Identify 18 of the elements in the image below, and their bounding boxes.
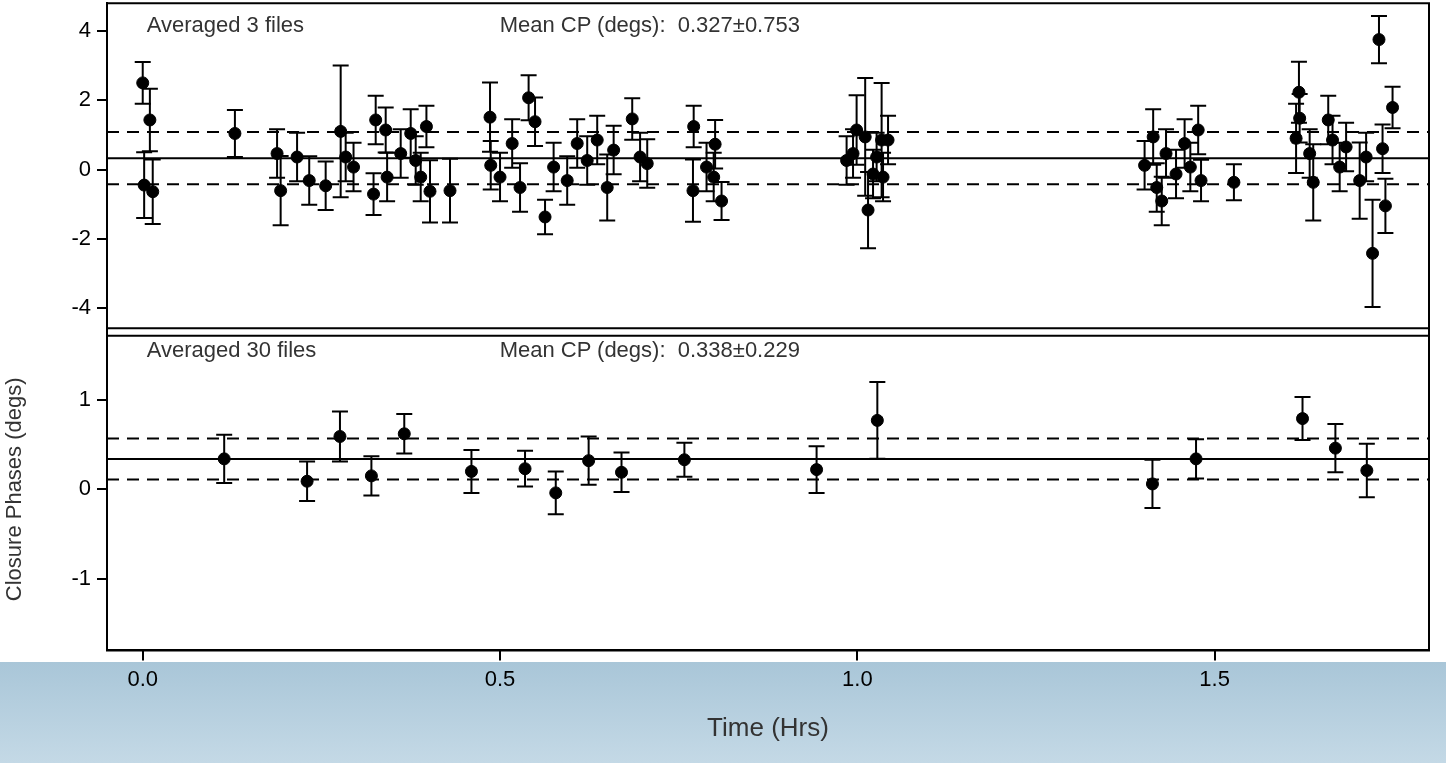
- y-tick-label: -1: [71, 564, 91, 590]
- y-tick-label: 1: [78, 385, 91, 411]
- y-axis-title: Closure Phases (degs): [1, 377, 27, 602]
- y-tick-label: 0: [78, 155, 91, 181]
- x-tick-label: 0.0: [127, 665, 159, 691]
- y-tick-label: 0: [78, 475, 91, 501]
- y-tick-label: -4: [71, 294, 91, 320]
- x-tick-label: 1.0: [842, 665, 873, 691]
- annotation: Mean CP (degs): 0.327±0.753: [499, 12, 800, 38]
- y-tick-label: 2: [78, 86, 91, 112]
- annotation: Averaged 3 files: [146, 12, 305, 38]
- y-tick-label: -2: [71, 224, 91, 250]
- y-tick-label: 4: [78, 16, 91, 42]
- annotation: Averaged 30 files: [146, 337, 317, 363]
- x-axis-title: Time (Hrs): [707, 711, 829, 742]
- x-tick-label: 1.5: [1199, 665, 1230, 691]
- annotation: Mean CP (degs): 0.338±0.229: [499, 337, 800, 363]
- x-tick-label: 0.5: [484, 665, 516, 691]
